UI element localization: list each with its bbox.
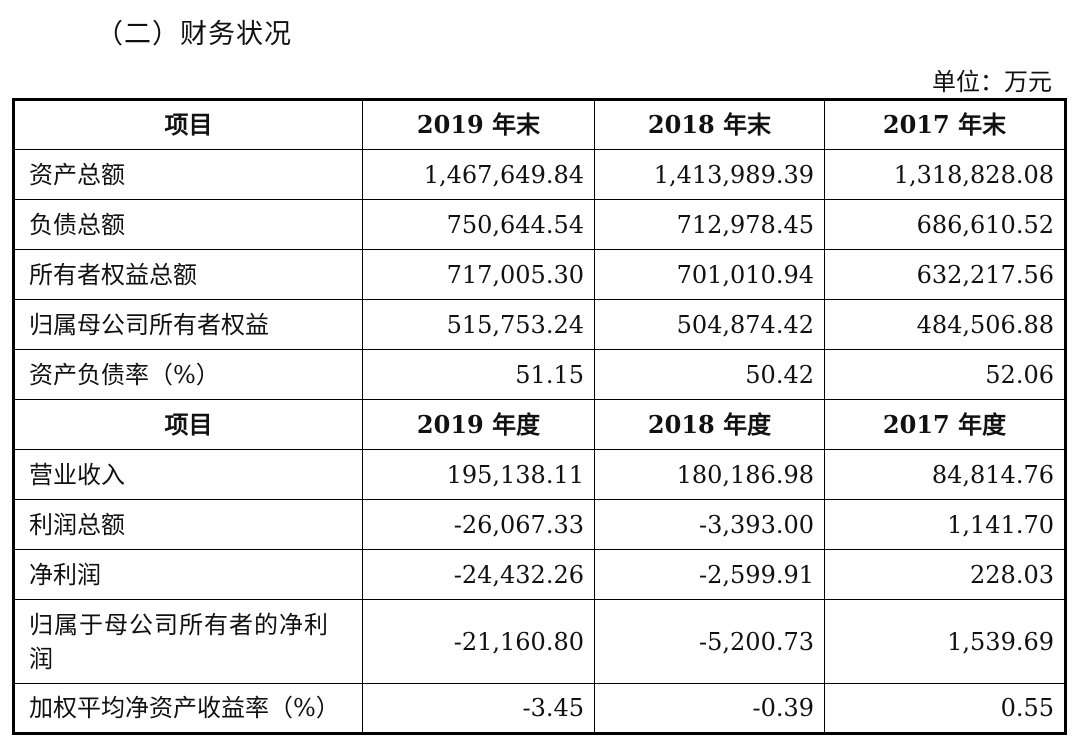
header-2019-end: 2019 年末 <box>362 99 595 150</box>
cell-2017: 228.03 <box>824 549 1066 600</box>
cell-2019: 1,467,649.84 <box>362 149 595 200</box>
cell-2018: 50.42 <box>594 349 825 400</box>
cell-2018: 701,010.94 <box>594 249 825 300</box>
table-row: 所有者权益总额 717,005.30 701,010.94 632,217.56 <box>13 249 1066 300</box>
header-2017-end: 2017 年末 <box>824 99 1066 150</box>
table-row: 营业收入 195,138.11 180,186.98 84,814.76 <box>13 449 1066 500</box>
cell-2017: 52.06 <box>824 349 1066 400</box>
cell-2018: -0.39 <box>594 683 825 734</box>
cell-2019: -24,432.26 <box>362 549 595 600</box>
row-label: 加权平均净资产收益率（%） <box>13 683 363 734</box>
unit-label: 单位：万元 <box>932 68 1052 96</box>
cell-2019: -21,160.80 <box>362 599 595 684</box>
cell-2017: 1,141.70 <box>824 499 1066 550</box>
cell-2019: 750,644.54 <box>362 199 595 250</box>
cell-2018: 712,978.45 <box>594 199 825 250</box>
financial-table: 项目 2019 年末 2018 年末 2017 年末 资产总额 1,467,64… <box>12 98 1067 735</box>
table-row: 归属于母公司所有者的净利润 -21,160.80 -5,200.73 1,539… <box>13 599 1066 684</box>
cell-2019: 195,138.11 <box>362 449 595 500</box>
cell-2019: -3.45 <box>362 683 595 734</box>
cell-2017: 0.55 <box>824 683 1066 734</box>
table-row: 加权平均净资产收益率（%） -3.45 -0.39 0.55 <box>13 683 1066 734</box>
header-item: 项目 <box>13 99 363 150</box>
row-label: 净利润 <box>13 549 363 600</box>
cell-2017: 632,217.56 <box>824 249 1066 300</box>
income-header-row: 项目 2019 年度 2018 年度 2017 年度 <box>13 399 1066 450</box>
cell-2018: 1,413,989.39 <box>594 149 825 200</box>
balance-header-row: 项目 2019 年末 2018 年末 2017 年末 <box>13 99 1066 150</box>
row-label: 资产负债率（%） <box>13 349 363 400</box>
cell-2019: 51.15 <box>362 349 595 400</box>
row-label: 资产总额 <box>13 149 363 200</box>
table-row: 资产负债率（%） 51.15 50.42 52.06 <box>13 349 1066 400</box>
row-label: 利润总额 <box>13 499 363 550</box>
cell-2019: 717,005.30 <box>362 249 595 300</box>
cell-2019: 515,753.24 <box>362 299 595 350</box>
row-label: 负债总额 <box>13 199 363 250</box>
header-2019-year: 2019 年度 <box>362 399 595 450</box>
cell-2017: 484,506.88 <box>824 299 1066 350</box>
cell-2018: 504,874.42 <box>594 299 825 350</box>
header-2018-end: 2018 年末 <box>594 99 825 150</box>
table-row: 净利润 -24,432.26 -2,599.91 228.03 <box>13 549 1066 600</box>
cell-2018: -3,393.00 <box>594 499 825 550</box>
table-row: 利润总额 -26,067.33 -3,393.00 1,141.70 <box>13 499 1066 550</box>
table-row: 资产总额 1,467,649.84 1,413,989.39 1,318,828… <box>13 149 1066 200</box>
cell-2017: 84,814.76 <box>824 449 1066 500</box>
cell-2017: 1,539.69 <box>824 599 1066 684</box>
table-row: 负债总额 750,644.54 712,978.45 686,610.52 <box>13 199 1066 250</box>
cell-2018: 180,186.98 <box>594 449 825 500</box>
cell-2019: -26,067.33 <box>362 499 595 550</box>
header-item: 项目 <box>13 399 363 450</box>
header-2018-year: 2018 年度 <box>594 399 825 450</box>
header-2017-year: 2017 年度 <box>824 399 1066 450</box>
cell-2017: 1,318,828.08 <box>824 149 1066 200</box>
row-label: 归属母公司所有者权益 <box>13 299 363 350</box>
table-row: 归属母公司所有者权益 515,753.24 504,874.42 484,506… <box>13 299 1066 350</box>
cell-2018: -5,200.73 <box>594 599 825 684</box>
section-title: （二）财务状况 <box>96 19 292 50</box>
row-label: 所有者权益总额 <box>13 249 363 300</box>
cell-2017: 686,610.52 <box>824 199 1066 250</box>
cell-2018: -2,599.91 <box>594 549 825 600</box>
row-label: 营业收入 <box>13 449 363 500</box>
row-label: 归属于母公司所有者的净利润 <box>13 599 363 684</box>
